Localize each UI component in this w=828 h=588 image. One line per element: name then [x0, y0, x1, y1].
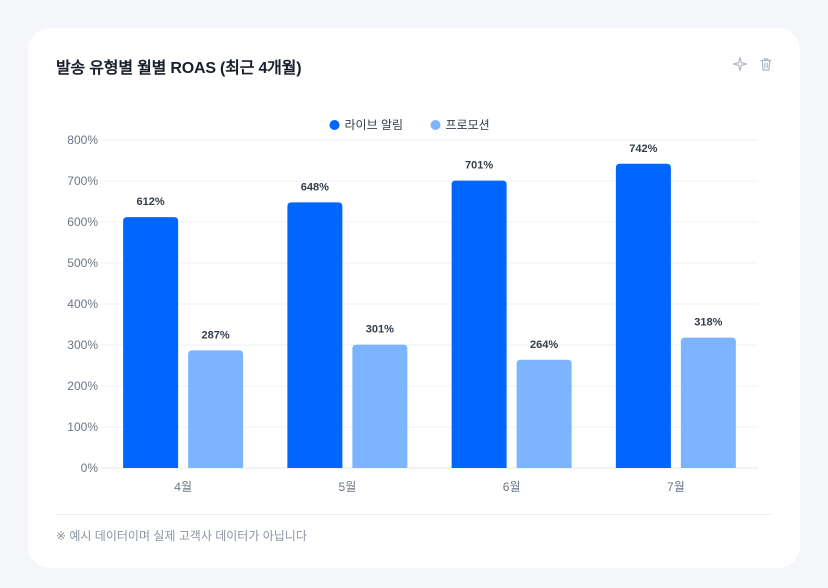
data-label: 648% [301, 181, 329, 193]
chart-title: 발송 유형별 월별 ROAS (최근 4개월) [56, 60, 302, 77]
bar-live-alert [123, 217, 179, 468]
x-tick-label: 4월 [174, 480, 192, 494]
x-tick-label: 6월 [503, 480, 521, 494]
y-tick-label: 700% [67, 174, 98, 188]
bar-live-alert [615, 163, 671, 468]
legend-label: 라이브 알림 [345, 118, 404, 132]
legend-marker [430, 120, 441, 130]
data-label: 612% [137, 196, 165, 208]
bar-promotion [188, 350, 244, 468]
data-label: 301% [366, 324, 394, 336]
y-tick-label: 500% [67, 256, 98, 270]
y-tick-label: 600% [67, 215, 98, 229]
x-tick-label: 7월 [667, 480, 685, 494]
bar-promotion [516, 359, 572, 468]
data-label: 287% [202, 329, 230, 341]
data-label: 264% [530, 339, 558, 351]
sparkle-icon[interactable] [732, 56, 748, 72]
y-tick-label: 200% [67, 379, 98, 393]
bar-chart: 0% 100% 200% 300% 400% 500% 600% 700% 800% 612% 28… [67, 118, 758, 494]
bar-promotion [680, 337, 736, 468]
data-label: 318% [694, 317, 722, 329]
chart-card: 발송 유형별 월별 ROAS (최근 4개월) 0% 100% 200% 300% 40… [28, 28, 800, 568]
y-tick-label: 100% [67, 420, 98, 434]
bar-promotion [352, 344, 408, 468]
bar-live-alert [287, 202, 343, 468]
y-tick-label: 400% [67, 297, 98, 311]
footnote: ※ 예시 데이터이며 실제 고객사 데이터가 아닙니다 [56, 529, 307, 543]
legend-label: 프로모션 [446, 118, 490, 132]
data-label: 701% [465, 160, 493, 172]
y-tick-label: 0% [81, 461, 99, 475]
trash-icon[interactable] [758, 56, 774, 72]
data-label: 742% [629, 143, 657, 155]
divider [56, 514, 772, 515]
y-tick-label: 800% [67, 133, 98, 147]
bar-live-alert [451, 180, 507, 468]
x-tick-label: 5월 [339, 480, 357, 494]
y-tick-label: 300% [67, 338, 98, 352]
legend-marker [329, 120, 340, 130]
